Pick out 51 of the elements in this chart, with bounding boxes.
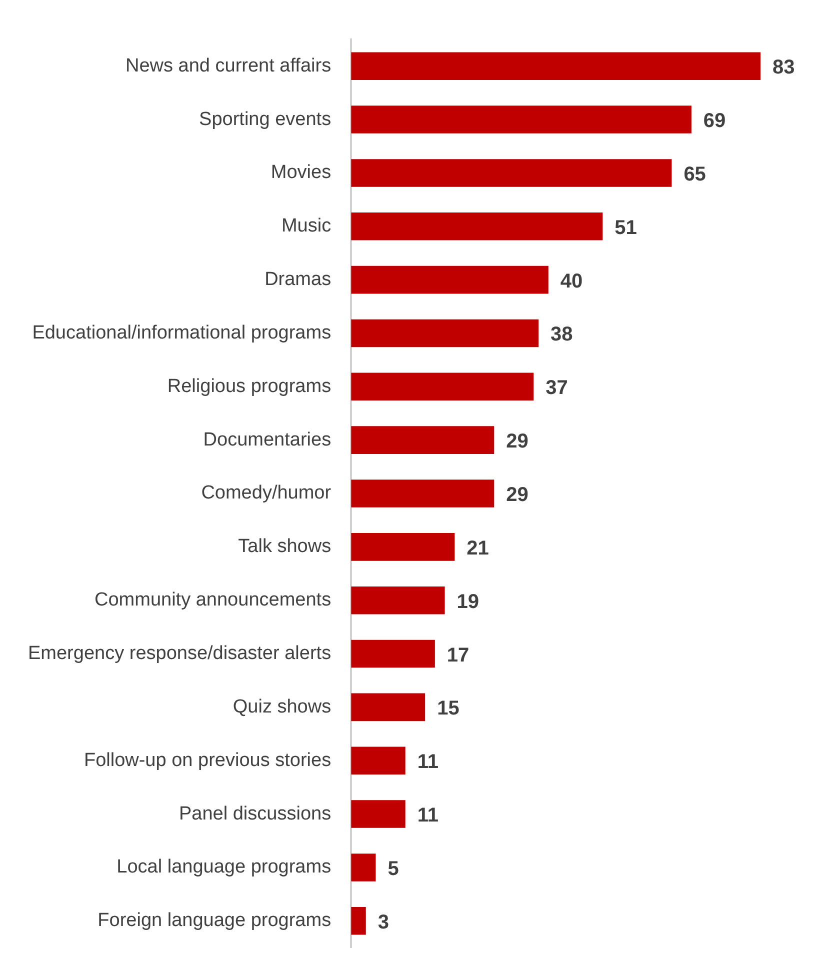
y-tick-label: Religious programs [167, 376, 332, 397]
y-tick-label: Local language programs [116, 856, 332, 878]
y-tick-label: Community announcements [94, 590, 332, 611]
bar [351, 319, 539, 348]
data-label: 29 [506, 430, 528, 453]
y-tick-label: Quiz shows [232, 696, 332, 718]
y-tick-label: News and current affairs [126, 55, 332, 76]
y-tick-label: Educational/informational programs [32, 322, 332, 344]
data-label: 21 [466, 537, 489, 560]
y-tick-label: Dramas [264, 269, 332, 290]
data-label: 3 [378, 911, 390, 934]
bar [351, 746, 406, 775]
y-tick-label: Panel discussions [178, 803, 332, 824]
bar [351, 800, 406, 828]
bar [351, 480, 494, 508]
bar [351, 533, 455, 561]
data-label: 37 [546, 377, 568, 400]
y-tick-label: Documentaries [203, 429, 332, 450]
y-tick-label: Foreign language programs [98, 910, 332, 932]
data-label: 51 [614, 216, 637, 239]
bar [351, 52, 760, 80]
data-label: 69 [703, 110, 726, 132]
data-label: 29 [506, 484, 528, 506]
data-label: 11 [417, 751, 438, 774]
data-label: 5 [388, 858, 399, 880]
y-tick-label: Comedy/humor [201, 482, 332, 504]
data-label: 15 [437, 698, 460, 720]
y-tick-label: Music [281, 216, 332, 237]
bar [351, 693, 426, 722]
bar [351, 106, 692, 134]
y-tick-label: Sporting events [199, 108, 332, 130]
bar [351, 426, 494, 454]
bar [351, 266, 548, 294]
data-label: 38 [550, 324, 573, 346]
y-tick-label: Movies [270, 162, 332, 184]
bar [351, 212, 603, 240]
bar [351, 159, 672, 187]
data-label: 19 [456, 590, 480, 613]
y-tick-label: Emergency response/disaster alerts [28, 643, 332, 664]
bar [351, 372, 534, 401]
data-label: 40 [560, 270, 583, 292]
data-label: 83 [772, 56, 795, 79]
y-tick-label: Talk shows [238, 536, 332, 558]
data-label: 65 [684, 163, 706, 186]
data-label: 17 [446, 644, 470, 666]
data-label: 11 [417, 804, 438, 827]
y-tick-label: Follow-up on previous stories [84, 750, 332, 771]
bar [351, 907, 366, 935]
bar [351, 854, 376, 882]
bar [351, 640, 435, 668]
bar [351, 586, 445, 614]
